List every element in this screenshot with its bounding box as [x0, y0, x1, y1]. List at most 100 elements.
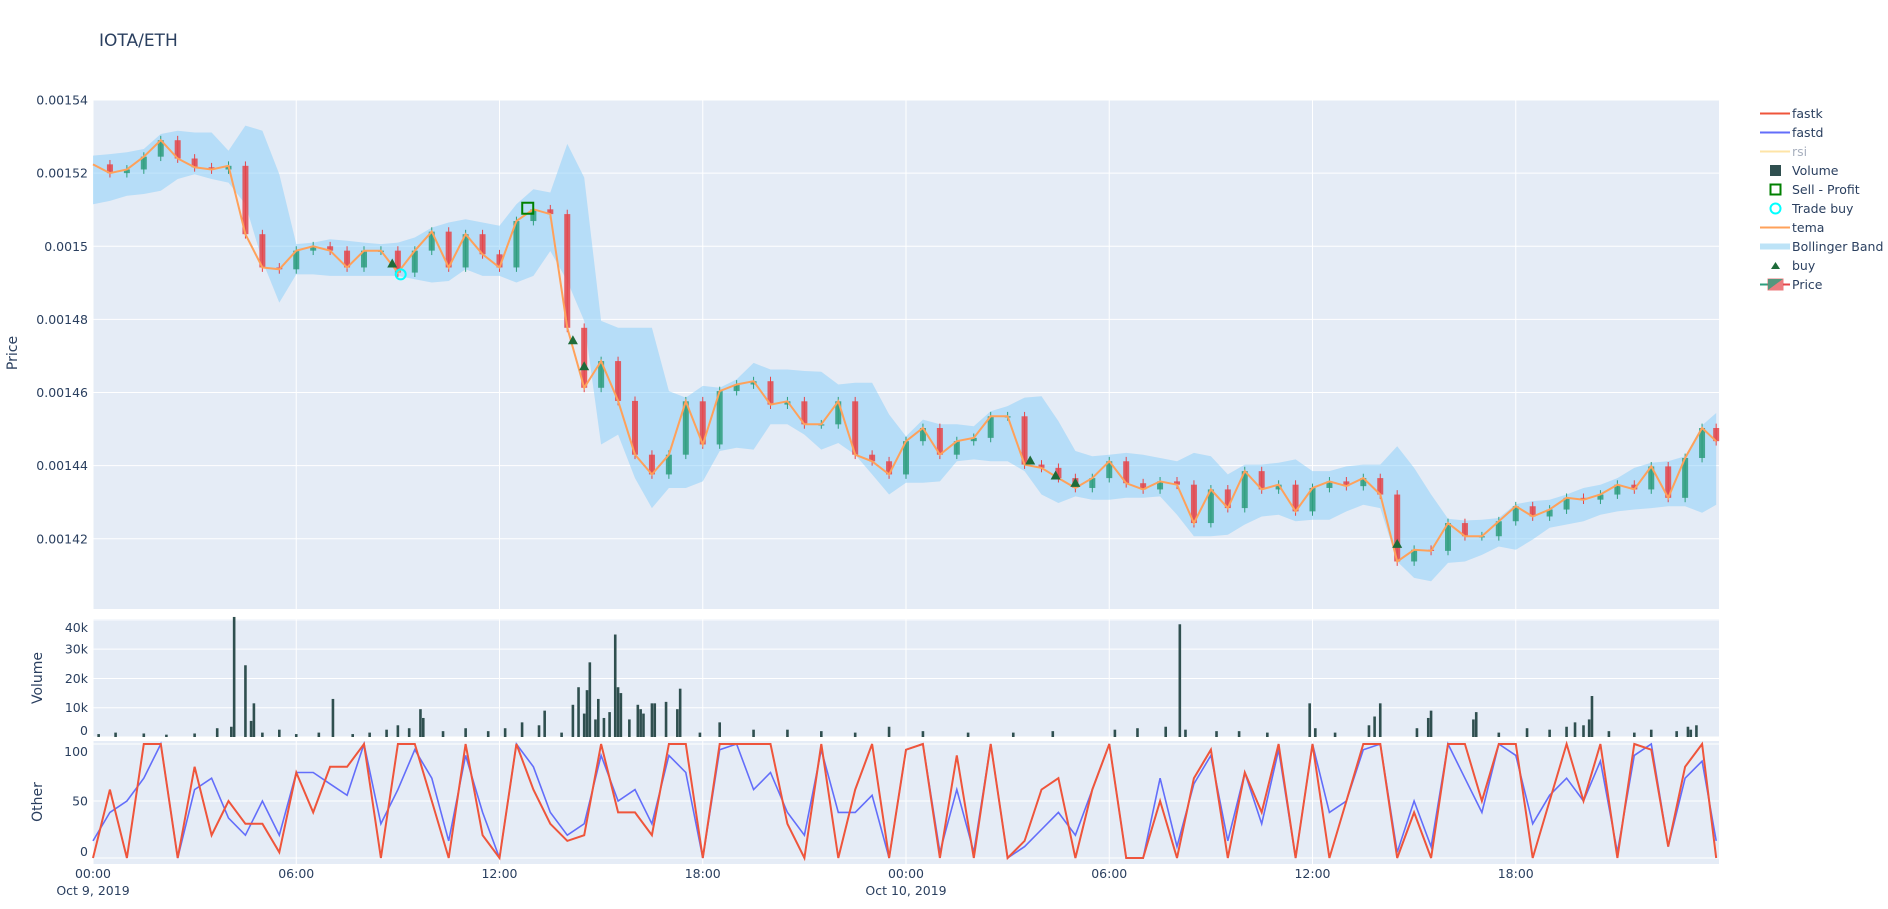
legend-label: fastk: [1792, 106, 1823, 121]
candle: [1631, 480, 1638, 494]
legend-item-trade-buy[interactable]: Trade buy: [1756, 199, 1883, 218]
other-y-tick-label: 0: [80, 844, 88, 859]
price-y-tick-label: 0.00148: [36, 312, 88, 327]
volume-bar: [1548, 729, 1551, 737]
candle: [1546, 505, 1553, 521]
candle-body: [513, 221, 520, 268]
candle: [1360, 473, 1367, 491]
triangle-up-icon: [1771, 262, 1780, 269]
volume-bar: [678, 688, 682, 737]
legend-label: Trade buy: [1792, 201, 1854, 216]
legend-item-tema[interactable]: tema: [1756, 218, 1883, 237]
buy-marker: [1025, 455, 1036, 465]
volume-bar: [676, 709, 679, 737]
volume-bar: [577, 687, 580, 737]
volume-bar: [232, 616, 236, 737]
candle-body: [1360, 478, 1367, 487]
volume-bar: [582, 713, 586, 737]
legend-item-bollinger-band[interactable]: Bollinger Band: [1756, 237, 1883, 256]
candle-body: [1190, 484, 1197, 524]
trade-buy-marker: [394, 268, 407, 281]
candle-body: [1343, 481, 1350, 487]
volume-bar: [1607, 731, 1611, 737]
candle: [682, 396, 689, 460]
line-icon: [1760, 226, 1790, 229]
volume-bar: [114, 732, 117, 737]
volume-bar: [249, 720, 253, 737]
candle-body: [1631, 484, 1638, 490]
legend-item-rsi[interactable]: rsi: [1756, 142, 1883, 161]
legend-item-fastd[interactable]: fastd: [1756, 123, 1883, 142]
candle-body: [123, 169, 130, 174]
volume-bar: [215, 728, 219, 737]
legend-item-sell-profit[interactable]: Sell - Profit: [1756, 180, 1883, 199]
candle-body: [1089, 478, 1096, 488]
candle-body: [919, 427, 926, 442]
volume-bar: [252, 703, 256, 737]
volume-bar: [887, 726, 891, 737]
candle: [869, 450, 876, 466]
candle-body: [615, 361, 622, 401]
price-y-tick-label: 0.00142: [36, 531, 88, 546]
candle-body: [1140, 483, 1147, 490]
candle: [632, 396, 638, 460]
candle-body: [1461, 523, 1468, 537]
volume-bar: [698, 732, 702, 737]
candle-body: [547, 209, 554, 215]
candle-body: [293, 250, 300, 270]
x-tick-label: 00:00: [75, 866, 111, 881]
legend-item-volume[interactable]: Volume: [1756, 161, 1883, 180]
volume-bar: [1051, 731, 1055, 737]
candle-body: [1614, 484, 1621, 495]
legend-item-fastk[interactable]: fastk: [1756, 104, 1883, 123]
candle: [615, 356, 622, 406]
volume-bar: [853, 732, 857, 737]
candle-body: [632, 400, 638, 455]
candle: [191, 154, 198, 172]
candlestick-icon: [1760, 278, 1790, 291]
volume-bar: [1333, 732, 1337, 737]
sell-profit-marker: [521, 201, 535, 215]
candle: [1021, 411, 1028, 469]
candle-body: [462, 234, 469, 268]
volume-bar: [1184, 729, 1187, 737]
candle-body: [801, 401, 808, 425]
circle-open-icon: [1769, 202, 1782, 215]
candle: [242, 161, 249, 239]
x-tick-label: 18:00: [1498, 866, 1534, 881]
legend-item-buy[interactable]: buy: [1756, 256, 1883, 275]
price-y-tick-label: 0.00146: [36, 385, 88, 400]
candle-body: [1021, 416, 1028, 465]
candle: [699, 396, 706, 449]
volume-bar: [642, 713, 645, 737]
volume-bar: [664, 701, 668, 737]
volume-bar: [786, 729, 789, 737]
volume-bar: [1497, 732, 1501, 737]
candle-body: [445, 231, 452, 268]
candle: [1614, 480, 1621, 499]
volume-bar: [1695, 725, 1698, 737]
price-y-tick-label: 0.00152: [36, 166, 88, 181]
volume-bar: [486, 731, 490, 737]
x-tick-label: 06:00: [278, 866, 314, 881]
volume-bar: [1178, 624, 1182, 737]
line-icon: [1760, 150, 1790, 153]
candle-body: [361, 250, 367, 268]
candle: [462, 229, 469, 272]
volume-bar: [1164, 726, 1168, 737]
legend-item-price[interactable]: Price: [1756, 275, 1883, 294]
candle-body: [987, 416, 994, 438]
candle-body: [581, 327, 588, 388]
volume-bar: [537, 725, 541, 737]
candle: [1326, 476, 1333, 493]
volume-bar: [261, 732, 264, 737]
candle-body: [1682, 457, 1689, 498]
volume-y-tick-label: 40k: [65, 620, 89, 635]
candle-body: [1309, 487, 1316, 512]
volume-bar: [1429, 710, 1433, 737]
legend-label: Bollinger Band: [1792, 239, 1884, 254]
candle: [716, 386, 723, 449]
candle-body: [682, 401, 689, 455]
square-open-icon: [1769, 183, 1782, 196]
